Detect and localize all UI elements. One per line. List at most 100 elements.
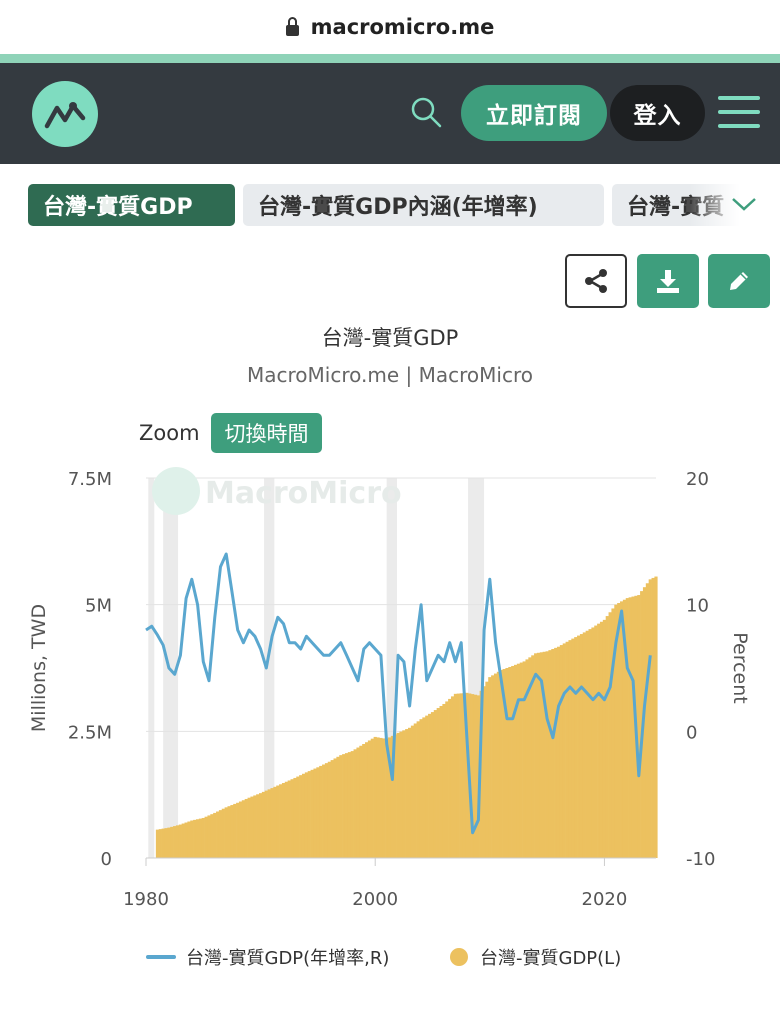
recession-band-3 (386, 478, 397, 858)
gdp-bar-1989-q4 (256, 794, 260, 858)
gdp-bar-2024-q1 (648, 579, 652, 858)
gdp-bar-2014-q2 (536, 652, 541, 858)
gdp-bar-2019-q4 (599, 621, 604, 858)
x-tick-label-2: 2020 (582, 889, 628, 910)
gdp-bar-1999-q3 (367, 740, 372, 858)
gdp-bar-1985-q3 (207, 815, 211, 858)
gdp-bar-1994-q2 (307, 771, 311, 858)
gdp-bar-1985-q4 (210, 814, 214, 858)
gdp-chart[interactable]: MacroMicro 1980 2000 2020 0 2.5M 5M 7.5M -10 0 10 2… (0, 460, 780, 940)
gdp-bar-2022-q2 (628, 597, 632, 858)
url-text[interactable]: macromicro.me (310, 15, 495, 39)
tab-real-gdp-yoy[interactable]: 台灣-實質GDP內涵(年增率) (243, 184, 604, 226)
gdp-bar-2015-q1 (545, 651, 549, 858)
gdp-bar-1995-q3 (322, 764, 326, 858)
y-tick-label-2: 5M (85, 596, 112, 617)
gdp-bar-2018-q4 (588, 629, 592, 858)
gdp-bar-1999-q1 (362, 744, 366, 858)
gdp-bar-1987-q1 (224, 807, 228, 858)
y2-tick-label-1: 0 (686, 722, 697, 743)
gdp-bar-2010-q3 (493, 673, 498, 858)
gdp-bar-2016-q4 (565, 641, 569, 858)
tab-real-gdp[interactable]: 台灣-實質GDP (28, 184, 235, 226)
gdp-bar-2004-q2 (422, 717, 426, 858)
zoom-label: Zoom (139, 421, 200, 445)
gdp-bar-1994-q4 (313, 768, 317, 858)
gdp-bar-2001-q3 (390, 735, 395, 858)
gdp-bar-1996-q2 (330, 760, 334, 858)
gdp-bar-1984-q3 (195, 819, 200, 858)
gdp-bar-1982-q4 (175, 825, 180, 858)
gdp-bar-2003-q2 (410, 725, 415, 858)
edit-button[interactable] (708, 254, 770, 308)
gdp-bar-1992-q3 (287, 780, 291, 858)
search-icon[interactable] (410, 96, 442, 128)
gdp-bar-2014-q1 (534, 653, 538, 858)
gdp-bar-1992-q4 (290, 779, 294, 858)
gdp-bar-2022-q1 (625, 598, 629, 858)
gdp-bar-2006-q3 (448, 698, 452, 858)
gdp-bar-1997-q3 (344, 753, 349, 858)
gdp-bar-1982-q1 (167, 827, 171, 858)
chart-tabs: 台灣-實質GDP 台灣-實質GDP內涵(年增率) 台灣-實質 (0, 184, 780, 228)
gdp-bar-2009-q3 (482, 686, 486, 858)
gdp-bar-1995-q1 (316, 767, 320, 858)
gdp-bar-1997-q4 (347, 752, 352, 858)
gdp-bar-2010-q2 (491, 675, 495, 858)
gdp-bar-2021-q1 (614, 604, 618, 858)
gdp-bar-1988-q2 (238, 801, 243, 858)
gdp-bar-2014-q3 (539, 652, 543, 858)
gdp-bar-2015-q3 (551, 649, 555, 858)
y-axis-title: Millions, TWD (28, 604, 50, 732)
watermark-logo (152, 467, 200, 515)
recession-band-0 (148, 478, 155, 858)
gdp-bar-1998-q2 (353, 749, 357, 858)
gdp-bar-1984-q1 (190, 820, 194, 858)
gdp-bar-1994-q3 (310, 769, 314, 858)
switch-time-button[interactable]: 切換時間 (211, 413, 322, 453)
gdp-yoy-line (145, 552, 652, 835)
gdp-bar-2011-q4 (508, 666, 512, 858)
login-button[interactable]: 登入 (610, 85, 705, 141)
gdp-bar-2016-q3 (562, 643, 566, 858)
gdp-bar-1990-q1 (259, 793, 263, 858)
chart-legend: 台灣-實質GDP(年增率,R) 台灣-實質GDP(L) (0, 944, 780, 978)
legend-item-yoy[interactable]: 台灣-實質GDP(年增率,R) (146, 944, 389, 970)
gdp-bar-1984-q4 (198, 818, 203, 858)
gdp-bar-2018-q2 (582, 632, 586, 858)
gdp-bar-1996-q3 (333, 758, 337, 858)
gdp-bar-2006-q1 (442, 703, 446, 858)
gdp-bar-2005-q3 (436, 708, 440, 858)
y-tick-label-1: 2.5M (68, 722, 112, 743)
subscribe-button[interactable]: 立即訂閱 (461, 85, 607, 141)
gdp-bar-1982-q2 (170, 826, 174, 858)
gdp-bar-2019-q1 (591, 627, 595, 858)
gdp-bar-2016-q1 (556, 646, 561, 858)
browser-url-bar[interactable]: macromicro.me (0, 0, 780, 54)
gdp-bar-1983-q2 (181, 823, 185, 858)
gdp-bar-2006-q4 (450, 696, 455, 858)
gdp-bar-2007-q2 (456, 693, 460, 858)
tabs-fade (690, 184, 780, 228)
gdp-bar-2005-q2 (433, 710, 437, 858)
gdp-bar-1983-q3 (184, 822, 188, 858)
gdp-bar-1995-q4 (324, 763, 329, 858)
gdp-bar-2011-q3 (505, 668, 509, 858)
chart-line-icon[interactable] (32, 81, 98, 147)
gdp-bar-2013-q4 (531, 655, 535, 858)
hamburger-menu-icon[interactable] (718, 94, 760, 130)
gdp-bar-1981-q3 (161, 828, 165, 858)
download-button[interactable] (637, 254, 699, 308)
gdp-bar-2013-q1 (522, 661, 526, 858)
gdp-bar-1981-q2 (158, 829, 162, 858)
site-header: 立即訂閱 登入 (0, 63, 780, 164)
gdp-bar-1987-q2 (227, 806, 231, 858)
legend-item-gdp[interactable]: 台灣-實質GDP(L) (450, 944, 621, 970)
accent-divider (0, 54, 780, 63)
gdp-bar-2017-q2 (571, 638, 575, 858)
gdp-bar-2016-q2 (559, 645, 564, 858)
chevron-down-icon[interactable] (730, 194, 758, 214)
share-button[interactable] (565, 254, 627, 308)
x-tick-label-1: 2000 (352, 889, 398, 910)
legend-line-marker (146, 955, 176, 959)
